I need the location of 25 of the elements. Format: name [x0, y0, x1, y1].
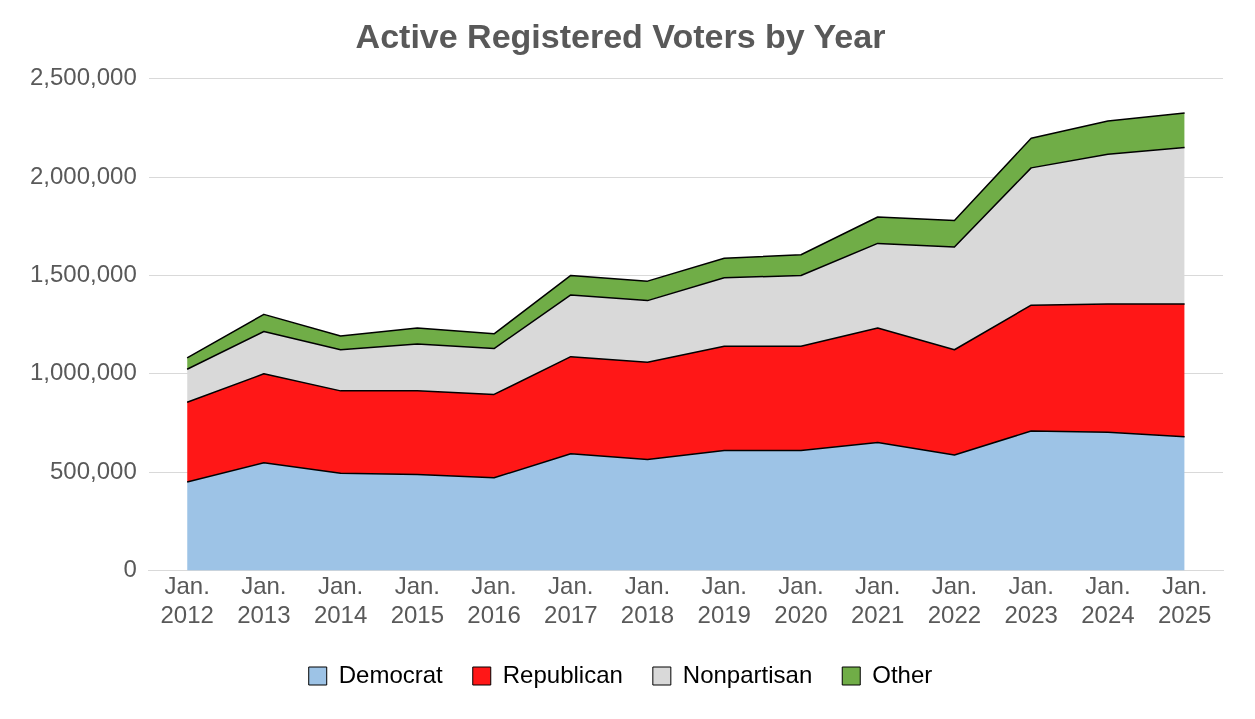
- x-tick-label: Jan. 2012: [160, 572, 214, 629]
- x-tick-label: Jan. 2016: [467, 572, 521, 629]
- y-tick-label: 1,500,000: [29, 260, 137, 288]
- legend-label: Democrat: [338, 660, 444, 688]
- y-tick-label: 2,500,000: [29, 63, 137, 91]
- y-tick-label: 0: [123, 555, 137, 583]
- x-tick-label: Jan. 2013: [237, 572, 291, 629]
- legend-label: Republican: [502, 660, 623, 688]
- x-tick-label: Jan. 2021: [851, 572, 905, 629]
- x-tick-label: Jan. 2024: [1081, 572, 1135, 629]
- x-tick-label: Jan. 2019: [697, 572, 751, 629]
- x-tick-label: Jan. 2025: [1157, 572, 1212, 629]
- x-tick-label: Jan. 2017: [544, 572, 598, 629]
- x-tick-label: Jan. 2023: [1004, 572, 1058, 629]
- x-tick-label: Jan. 2020: [774, 572, 828, 629]
- y-tick-label: 500,000: [50, 456, 137, 484]
- x-tick-label: Jan. 2022: [927, 572, 982, 629]
- x-tick-label: Jan. 2018: [620, 572, 675, 629]
- legend-label: Nonpartisan: [682, 660, 813, 688]
- chart-title: Active Registered Voters by Year: [355, 16, 886, 55]
- y-tick-label: 1,000,000: [29, 358, 137, 386]
- legend-label: Other: [872, 660, 933, 688]
- x-tick-label: Jan. 2014: [313, 572, 368, 629]
- x-tick-label: Jan. 2015: [390, 572, 445, 629]
- y-tick-label: 2,000,000: [29, 161, 137, 189]
